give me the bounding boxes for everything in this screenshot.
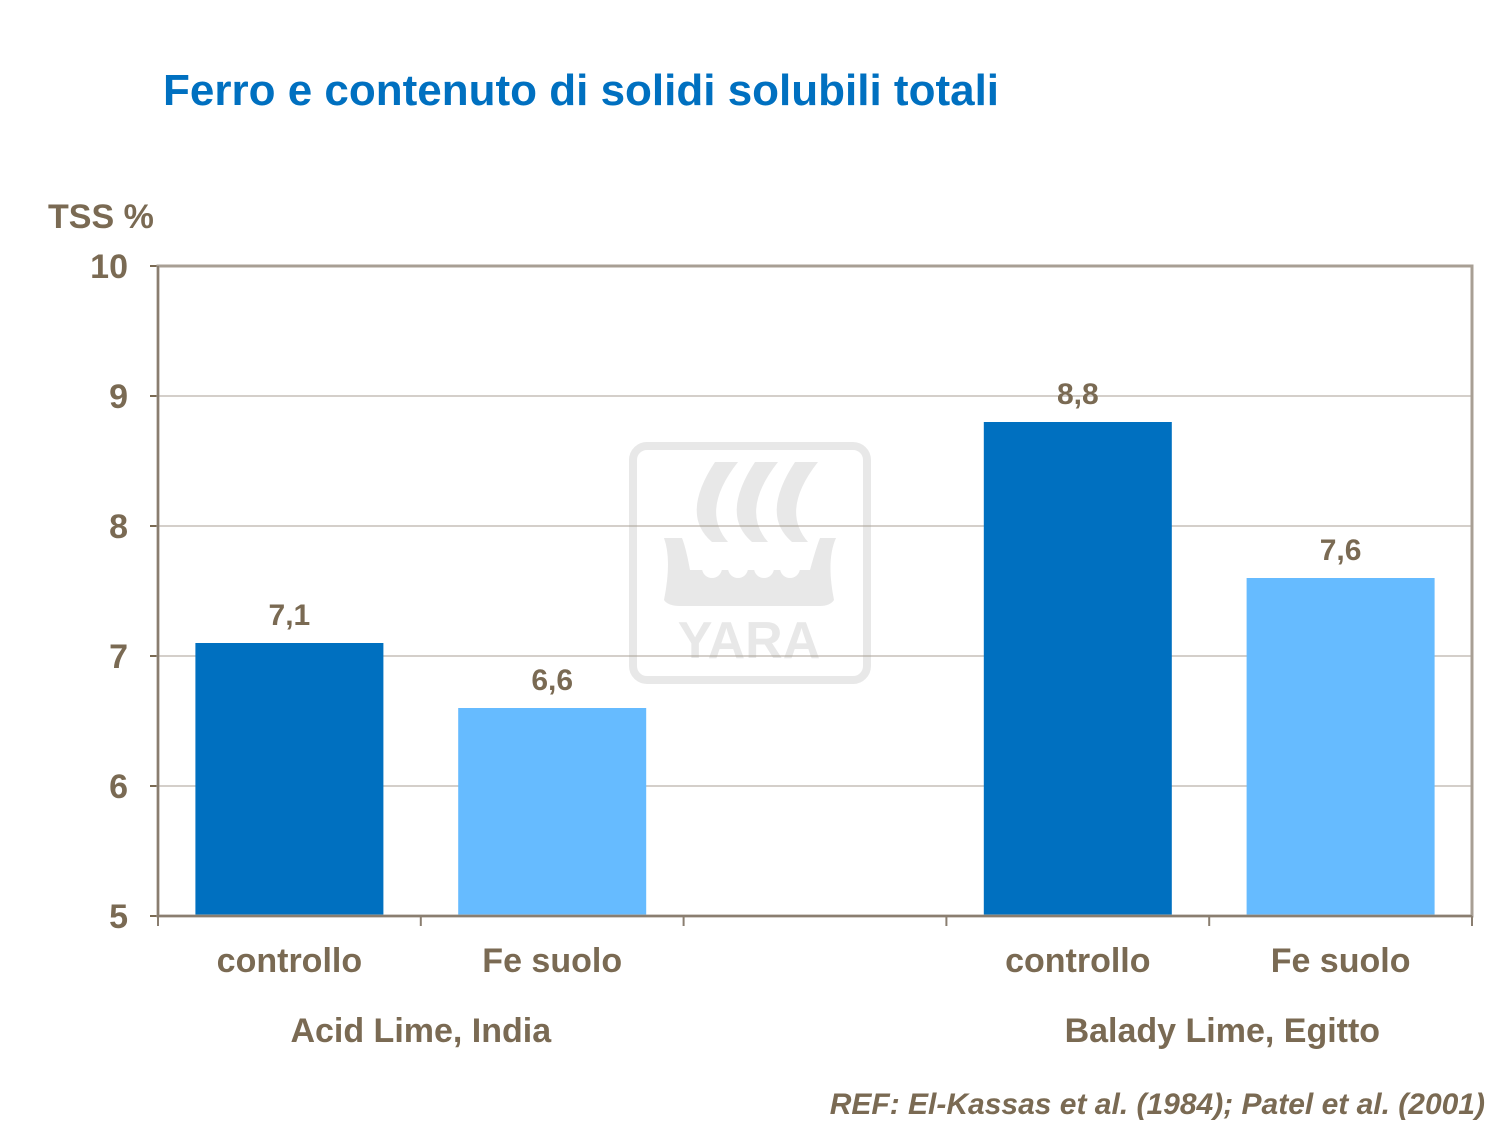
y-tick-label: 8 xyxy=(109,508,128,546)
y-tick-label: 5 xyxy=(109,898,128,936)
data-label: 7,6 xyxy=(1320,534,1362,567)
y-tick-label: 6 xyxy=(109,768,128,806)
group-label: Acid Lime, India xyxy=(290,1012,552,1050)
bar xyxy=(983,422,1172,916)
bar xyxy=(195,643,384,916)
chart-title: Ferro e contenuto di solidi solubili tot… xyxy=(163,66,1000,115)
reference-note: REF: El-Kassas et al. (1984); Patel et a… xyxy=(829,1088,1485,1121)
bar xyxy=(1246,578,1435,916)
x-tick-label: controllo xyxy=(217,942,362,980)
group-label: Balady Lime, Egitto xyxy=(1065,1012,1381,1050)
x-tick-label: Fe suolo xyxy=(1271,942,1411,980)
x-tick-label: controllo xyxy=(1005,942,1150,980)
bars: 7,1 6,6 8,8 7,6 xyxy=(195,378,1435,916)
yara-logo-watermark: YARA xyxy=(629,442,871,684)
data-label: 7,1 xyxy=(269,599,311,632)
y-tick-label: 7 xyxy=(109,638,128,676)
logo-text: YARA xyxy=(678,612,821,670)
y-tick-label: 10 xyxy=(90,248,128,286)
y-axis-label: TSS % xyxy=(48,198,154,236)
data-label: 8,8 xyxy=(1057,378,1099,411)
x-tick-label: Fe suolo xyxy=(482,942,622,980)
axes: 5 6 7 8 9 10 controllo Fe suolo controllo Fe suol… xyxy=(90,248,1474,1050)
bar xyxy=(458,708,647,916)
y-tick-label: 9 xyxy=(109,378,128,416)
data-label: 6,6 xyxy=(531,664,573,697)
